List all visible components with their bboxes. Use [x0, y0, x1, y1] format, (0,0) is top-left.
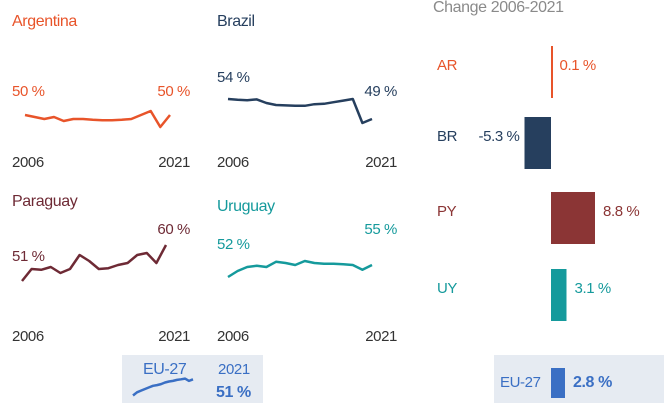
x-tick-label: 2021 — [365, 328, 397, 345]
category-label: EU-27 — [500, 374, 541, 391]
bar — [524, 117, 551, 169]
value-label: 0.1 % — [560, 57, 596, 74]
value-label: 51 % — [216, 384, 251, 401]
chart-title: Change 2006-2021 — [433, 0, 564, 16]
panel-title: Uruguay — [217, 198, 275, 215]
value-label: 50 % — [157, 83, 190, 100]
eu-bar-bg — [494, 355, 664, 403]
value-label: 2.8 % — [573, 374, 612, 391]
bar — [551, 269, 567, 321]
bar — [551, 46, 553, 98]
line — [24, 109, 171, 129]
x-tick-label: 2021 — [365, 154, 397, 171]
x-tick-label: 2021 — [158, 328, 190, 345]
line — [227, 259, 373, 279]
line — [132, 377, 194, 397]
panel-title: Brazil — [217, 13, 255, 30]
panel-title: Argentina — [12, 13, 77, 30]
bar — [551, 368, 565, 398]
x-tick-label: 2006 — [217, 328, 249, 345]
value-label: 52 % — [217, 236, 250, 253]
x-tick-label: 2021 — [218, 361, 250, 378]
x-tick-label: 2021 — [158, 154, 190, 171]
value-label: 60 % — [157, 221, 190, 238]
category-label: BR — [437, 128, 458, 145]
value-label: 49 % — [364, 83, 397, 100]
value-label: 3.1 % — [575, 280, 611, 297]
category-label: PY — [437, 203, 457, 220]
panel-title: EU-27 — [143, 361, 187, 378]
x-tick-label: 2006 — [12, 154, 44, 171]
x-tick-label: 2006 — [12, 328, 44, 345]
value-label: 50 % — [12, 83, 45, 100]
line — [21, 244, 168, 282]
x-tick-label: 2006 — [217, 154, 249, 171]
value-label: -5.3 % — [479, 128, 520, 145]
panel-title: Paraguay — [12, 193, 78, 210]
category-label: AR — [437, 57, 458, 74]
value-label: 54 % — [217, 69, 250, 86]
value-label: 8.8 % — [603, 203, 639, 220]
category-label: UY — [437, 280, 457, 297]
bar — [551, 192, 595, 244]
line — [227, 97, 373, 125]
value-label: 55 % — [364, 221, 397, 238]
value-label: 51 % — [12, 248, 45, 265]
